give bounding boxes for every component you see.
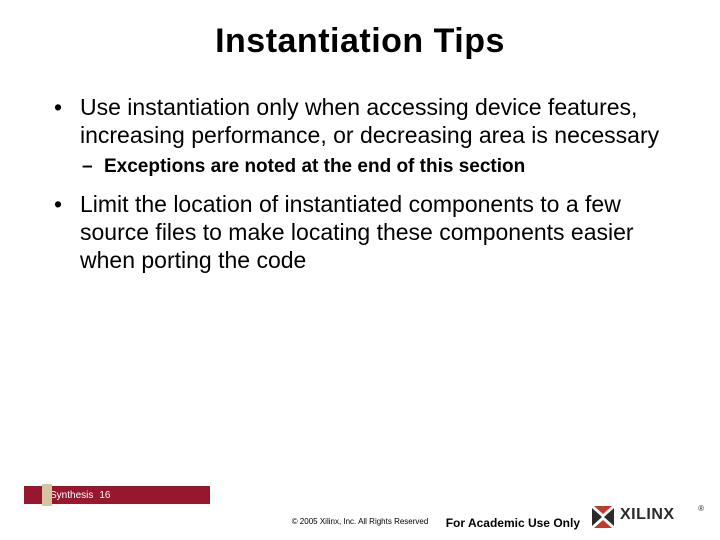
footer-notch-icon xyxy=(42,484,52,506)
bullet-list: Use instantiation only when accessing de… xyxy=(36,93,684,274)
bullet-item: Limit the location of instantiated compo… xyxy=(36,190,684,274)
bullet-text: Limit the location of instantiated compo… xyxy=(80,191,634,273)
xilinx-logo-text: XILINX xyxy=(620,506,675,524)
xilinx-logo-icon xyxy=(590,506,616,528)
bullet-text: Use instantiation only when accessing de… xyxy=(80,94,659,148)
slide-footer: Synthesis 16 © 2005 Xilinx, Inc. All Rig… xyxy=(0,486,720,540)
slide: Instantiation Tips Use instantiation onl… xyxy=(0,0,720,540)
footer-bar: Synthesis 16 xyxy=(24,486,210,504)
registered-icon: ® xyxy=(698,504,704,513)
slide-title: Instantiation Tips xyxy=(0,0,720,61)
footer-academic-note: For Academic Use Only xyxy=(446,516,580,530)
bullet-item: Use instantiation only when accessing de… xyxy=(36,93,684,180)
sub-bullet-list: Exceptions are noted at the end of this … xyxy=(80,155,684,180)
footer-page-number: 16 xyxy=(99,490,110,501)
sub-bullet-item: Exceptions are noted at the end of this … xyxy=(80,155,684,180)
xilinx-logo: XILINX ® xyxy=(590,504,700,532)
slide-content: Use instantiation only when accessing de… xyxy=(0,61,720,274)
